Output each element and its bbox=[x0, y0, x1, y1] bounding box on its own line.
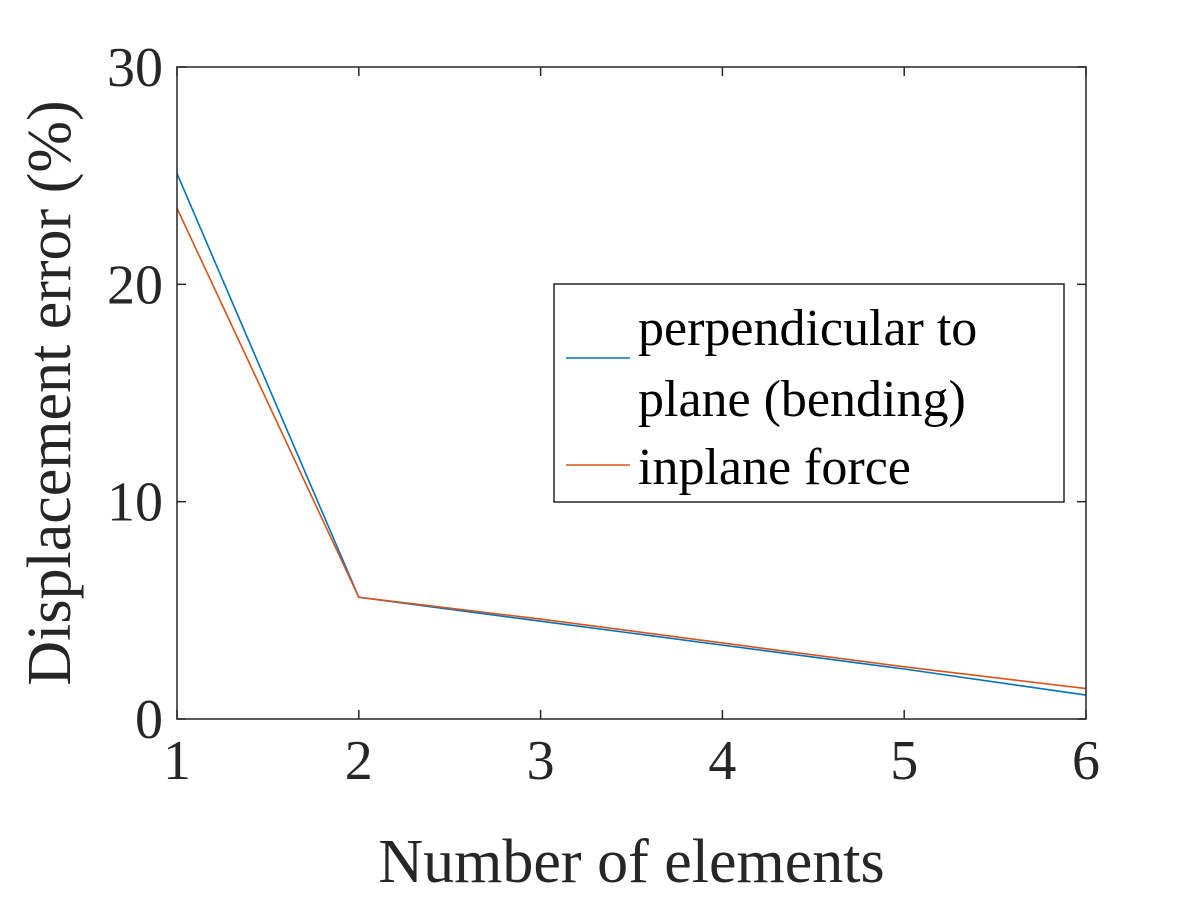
axes bbox=[176, 66, 1087, 720]
x-tick-label: 2 bbox=[345, 730, 373, 792]
legend-label-bending-line-2: plane (bending) bbox=[638, 371, 966, 428]
x-tick-label: 5 bbox=[890, 730, 918, 792]
axes-frame bbox=[176, 66, 1087, 720]
x-tick-label: 1 bbox=[163, 730, 191, 792]
x-tick-label: 4 bbox=[708, 730, 736, 792]
series-line-inplane bbox=[176, 207, 1087, 690]
x-tick-label: 6 bbox=[1072, 730, 1100, 792]
y-tick-label: 30 bbox=[107, 37, 163, 99]
x-tick-label: 3 bbox=[527, 730, 555, 792]
legend-box bbox=[553, 283, 1065, 503]
legend: perpendicular to plane (bending) inplane… bbox=[553, 283, 1065, 503]
y-tick-label: 0 bbox=[135, 689, 163, 751]
legend-label-inplane: inplane force bbox=[638, 439, 911, 496]
y-axis-ticks: 0 10 20 30 bbox=[107, 37, 1086, 751]
series-layer bbox=[176, 173, 1087, 696]
y-axis-label: Displacement error (%) bbox=[16, 100, 84, 685]
series-line-bending bbox=[176, 173, 1087, 696]
x-axis-label: Number of elements bbox=[378, 828, 884, 896]
legend-label-bending-line-1: perpendicular to bbox=[638, 300, 977, 357]
y-tick-label: 20 bbox=[107, 254, 163, 316]
y-tick-label: 10 bbox=[107, 472, 163, 534]
x-axis-ticks: 1 2 3 4 5 6 bbox=[163, 67, 1100, 792]
